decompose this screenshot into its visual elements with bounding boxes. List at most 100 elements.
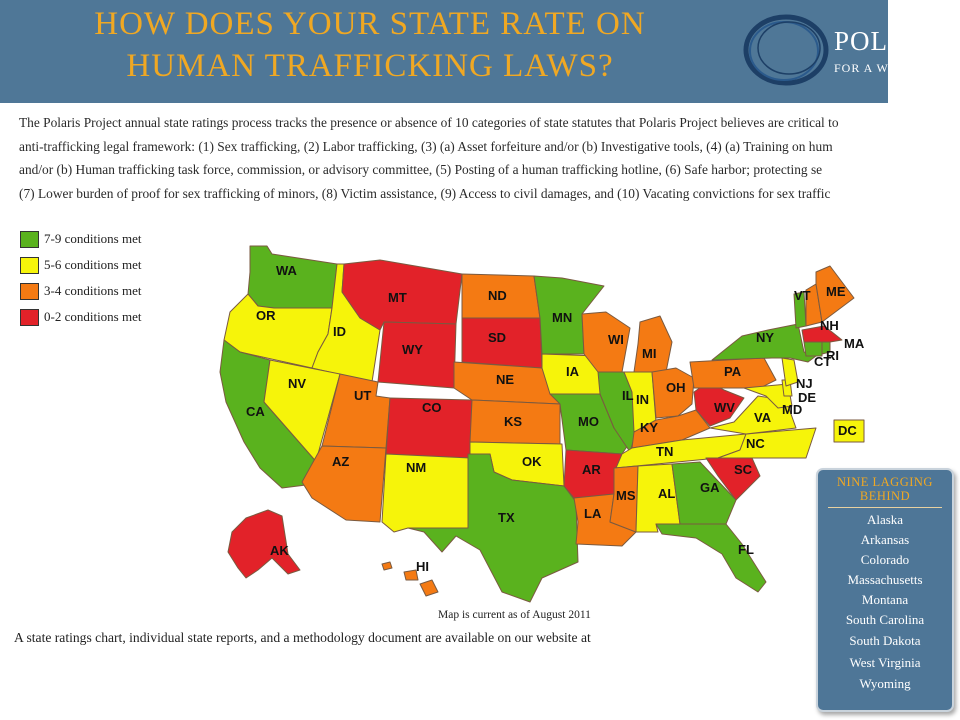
state-dc[interactable] [833,419,865,443]
label-tx: TX [498,510,515,525]
lagging-state: Arkansas [860,532,910,547]
intro-line: The Polaris Project annual state ratings… [19,115,839,130]
state-labels: WA OR CA ID NV MT WY UT CO AZ NM ND SD N… [246,263,865,574]
label-sc: SC [734,462,753,477]
state-ct[interactable] [803,341,823,357]
intro-line: (7) Lower burden of proof for sex traffi… [19,185,831,201]
legend-label: 3-4 conditions met [44,283,142,298]
label-or: OR [256,308,276,323]
lagging-state: Montana [861,592,909,607]
state-oh[interactable] [651,367,695,419]
state-hi-big-island[interactable] [419,579,439,597]
state-ca[interactable] [219,339,321,489]
lagging-state: Alaska [866,512,904,527]
label-az: AZ [332,454,349,469]
label-ny: NY [756,330,774,345]
label-nd: ND [488,288,507,303]
nine-lagging-box: NINE LAGGING BEHIND Alaska Arkansas Colo… [816,468,954,712]
header-banner: HOW DOES YOUR STATE RATE ON HUMAN TRAFFI… [0,0,888,103]
label-sd: SD [488,330,506,345]
label-ut: UT [354,388,371,403]
legend-label: 0-2 conditions met [44,309,142,324]
label-mi: MI [642,346,656,361]
label-tn: TN [656,444,673,459]
label-mn: MN [552,310,572,325]
state-tx[interactable] [407,453,579,603]
label-oh: OH [666,380,686,395]
legend-swatch [20,256,39,274]
state-md[interactable] [743,383,793,409]
label-hi: HI [416,559,429,574]
state-fl[interactable] [655,523,767,593]
legend-swatch [20,308,39,326]
state-ga[interactable] [671,461,737,525]
state-me[interactable] [815,265,855,323]
polaris-logo: POLA FOR A W [742,8,888,94]
label-nc: NC [746,436,765,451]
legend-label: 7-9 conditions met [44,231,142,246]
state-hi-island[interactable] [381,561,393,571]
legend-item: 5-6 conditions met [20,252,142,278]
label-in: IN [636,392,649,407]
label-nm: NM [406,460,426,475]
label-mt: MT [388,290,407,305]
logo-swirl-icon [743,14,829,86]
label-mo: MO [578,414,599,429]
state-ak[interactable] [227,509,301,579]
lagging-state: South Carolina [845,612,925,627]
label-de: DE [798,390,816,405]
map-legend: 7-9 conditions met 5-6 conditions met 3-… [20,226,142,330]
legend-item: 3-4 conditions met [20,278,142,304]
label-ia: IA [566,364,580,379]
label-me: ME [826,284,846,299]
label-ak: AK [270,543,289,558]
state-ms[interactable] [609,465,639,533]
legend-item: 0-2 conditions met [20,304,142,330]
label-ne: NE [496,372,514,387]
label-vt: VT [794,288,811,303]
lagging-state: Massachusetts [847,572,923,587]
label-wi: WI [608,332,624,347]
map-caption: Map is current as of August 2011 [438,609,591,621]
state-nc[interactable] [705,427,817,459]
label-id: ID [333,324,346,339]
state-nj[interactable] [781,357,799,387]
label-ct: CT [814,354,831,369]
lagging-state: Wyoming [859,676,911,691]
state-mi[interactable] [633,315,673,373]
lagging-state: West Virginia [849,655,921,670]
state-az[interactable] [301,445,387,523]
label-il: IL [622,388,634,403]
state-hi[interactable] [403,569,419,581]
label-nj: NJ [796,376,813,391]
logo-tagline: FOR A W [834,61,888,75]
legend-item: 7-9 conditions met [20,226,142,252]
label-md: MD [782,402,802,417]
label-dc: DC [838,423,857,438]
lagging-state: South Dakota [849,633,921,648]
lagging-divider [828,507,942,508]
state-ri[interactable] [821,341,831,355]
label-nh: NH [820,318,839,333]
label-ar: AR [582,462,601,477]
logo-name: POLA [834,26,888,56]
label-ri: RI [826,348,839,363]
label-ok: OK [522,454,542,469]
label-wa: WA [276,263,298,278]
label-al: AL [658,486,675,501]
label-pa: PA [724,364,742,379]
title-line-2: HUMAN TRAFFICKING LAWS? [126,48,614,84]
label-nv: NV [288,376,306,391]
label-ks: KS [504,414,522,429]
legend-swatch [20,282,39,300]
footer-text: A state ratings chart, individual state … [14,630,591,645]
label-ca: CA [246,404,265,419]
legend-swatch [20,230,39,248]
label-ky: KY [640,420,658,435]
us-state-map: WA OR CA ID NV MT WY UT CO AZ NM ND SD N… [219,245,865,603]
label-ms: MS [616,488,636,503]
intro-line: anti-trafficking legal framework: (1) Se… [19,138,833,154]
lagging-title-line-2: BEHIND [859,489,911,503]
title-line-1: HOW DOES YOUR STATE RATE ON [94,6,646,42]
label-wv: WV [714,400,735,415]
